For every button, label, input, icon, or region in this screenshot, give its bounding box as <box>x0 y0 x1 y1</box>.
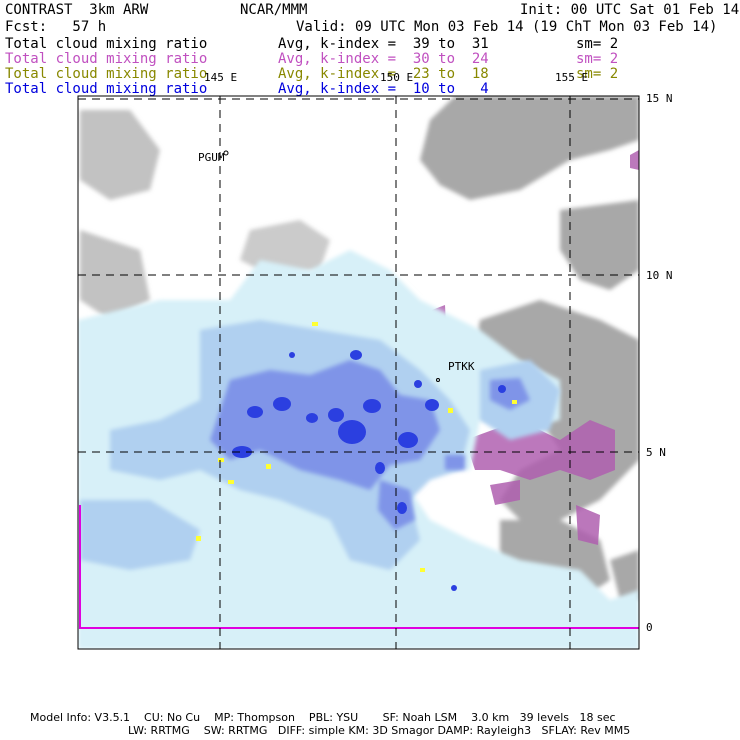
lat-label-0: 0 <box>646 621 653 634</box>
station-label-ptkk: PTKK <box>448 360 475 373</box>
model-info-line-1: Model Info: V3.5.1 CU: No Cu MP: Thompso… <box>30 711 616 724</box>
lon-label-145e: 145 E <box>204 71 238 84</box>
model-title: CONTRAST 3km ARW <box>5 2 149 18</box>
layer-2-sm: sm= 2 <box>576 51 619 67</box>
dark-cloud-layer <box>210 360 530 530</box>
map-frame <box>77 95 640 650</box>
layer-1-sm: sm= 2 <box>576 36 619 52</box>
valid-time: Valid: 09 UTC Mon 03 Feb 14 (19 ChT Mon … <box>296 19 718 35</box>
lat-label-15n: 15 N <box>646 92 673 105</box>
station-markers <box>223 150 440 382</box>
lat-label-10n: 10 N <box>646 269 673 282</box>
domain-boundary <box>79 505 639 629</box>
cloud-core-layer <box>232 350 506 591</box>
lon-label-155e: 155 E <box>555 71 589 84</box>
layer-2-range: Avg, k-index = 30 to 24 <box>278 51 489 67</box>
lat-label-5n: 5 N <box>646 446 666 459</box>
layer-3-sm: sm= 2 <box>576 66 619 82</box>
forecast-hour: Fcst: 57 h <box>5 19 107 35</box>
layer-2-name: Total cloud mixing ratio <box>5 51 208 67</box>
lon-label-150e: 150 E <box>380 71 414 84</box>
layer-1-name: Total cloud mixing ratio <box>5 36 208 52</box>
layer-4-range: Avg, k-index = 10 to 4 <box>278 81 489 97</box>
layer-1-range: Avg, k-index = 39 to 31 <box>278 36 489 52</box>
layer-3-name: Total cloud mixing ratio <box>5 66 208 82</box>
layer-4-name: Total cloud mixing ratio <box>5 81 208 97</box>
org-label: NCAR/MMM <box>240 2 308 18</box>
graticule <box>78 96 639 649</box>
yellow-cloud-layer <box>196 322 517 572</box>
model-info-line-2: LW: RRTMG SW: RRTMG DIFF: simple KM: 3D … <box>128 724 631 737</box>
layer-3-range: Avg, k-index = 23 to 18 <box>278 66 489 82</box>
init-time: Init: 00 UTC Sat 01 Feb 14 <box>520 2 740 18</box>
station-label-pgum: PGUM <box>198 151 225 164</box>
